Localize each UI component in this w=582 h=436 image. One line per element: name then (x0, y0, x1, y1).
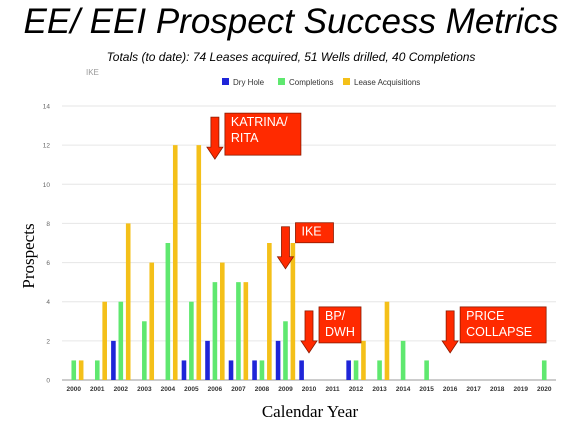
legend-swatch (222, 78, 229, 85)
bar-lease-acquisitions (172, 145, 178, 380)
bar-completions (400, 340, 406, 380)
bar-dry-hole (181, 360, 187, 380)
bar-completions (189, 301, 194, 380)
bar-dry-hole (111, 340, 116, 380)
y-tick-label: 6 (46, 260, 50, 267)
x-tick-label: 2012 (349, 386, 364, 393)
bar-completions (259, 360, 265, 380)
x-tick-label: 2001 (90, 386, 105, 393)
bar-completions (142, 321, 147, 380)
callout-label: KATRINA/ (231, 115, 288, 129)
y-tick-label: 0 (46, 378, 50, 385)
x-tick-label: 2018 (490, 386, 505, 393)
x-tick-label: 2016 (443, 386, 458, 393)
x-tick-label: 2009 (278, 386, 293, 393)
y-tick-label: 8 (46, 221, 50, 228)
bar-completions (165, 243, 171, 380)
bar-lease-acquisitions (384, 301, 390, 380)
x-tick-label: 2008 (255, 386, 270, 393)
x-tick-label: 2006 (208, 386, 223, 393)
bar-completions (541, 360, 547, 380)
x-tick-label: 2015 (419, 386, 434, 393)
bar-completions (424, 360, 429, 380)
callout: PRICE COLLAPSE (441, 306, 547, 354)
bar-lease-acquisitions (102, 301, 107, 380)
y-tick-label: 12 (43, 143, 51, 150)
bar-dry-hole (346, 360, 351, 380)
x-tick-label: 2000 (67, 386, 82, 393)
down-arrow (206, 116, 224, 160)
callout-label: IKE (301, 225, 321, 239)
bar-dry-hole (252, 360, 257, 380)
annotations: KATRINA/RITA IKE BP/DWH PRICE COLLAPSE (206, 112, 547, 354)
legend-label: Completions (289, 78, 333, 87)
down-arrow (276, 226, 295, 270)
y-tick-label: 4 (46, 299, 50, 306)
x-axis-label: Calendar Year (261, 402, 359, 421)
x-tick-label: 2019 (513, 386, 528, 393)
callout: IKE (276, 222, 334, 270)
tick-labels: 0 2 4 6 8 10 12 14 2000 2001 2002 2003 2004 2005 2006 2… (43, 104, 552, 394)
x-tick-label: 2017 (466, 386, 481, 393)
legend-label: Lease Acquisitions (354, 78, 420, 87)
callout-label: BP/ (325, 309, 346, 323)
callout-box (224, 112, 302, 156)
bar-dry-hole (205, 340, 210, 380)
bar-lease-acquisitions (220, 262, 225, 380)
x-tick-label: 2003 (137, 386, 152, 393)
x-tick-label: 2010 (302, 386, 317, 393)
bar-completions (118, 301, 124, 380)
bar-dry-hole (275, 340, 281, 380)
callout: BP/DWH (300, 306, 362, 354)
legend-label: Dry Hole (233, 78, 265, 87)
callout-box (459, 306, 547, 344)
bar-lease-acquisitions (78, 360, 84, 380)
x-tick-label: 2005 (184, 386, 199, 393)
bar-lease-acquisitions (125, 223, 131, 380)
bar-completions (377, 360, 382, 380)
x-tick-label: 2020 (537, 386, 552, 393)
bar-lease-acquisitions (149, 262, 155, 380)
bar-lease-acquisitions (290, 243, 296, 380)
bars (71, 145, 547, 380)
x-tick-label: 2013 (372, 386, 387, 393)
y-tick-label: 14 (43, 104, 51, 111)
x-tick-label: 2007 (231, 386, 246, 393)
bar-lease-acquisitions (361, 340, 366, 380)
callout-label: PRICE (466, 309, 504, 323)
callout-box (295, 222, 334, 244)
legend-swatch (278, 78, 285, 85)
bar-lease-acquisitions (243, 282, 249, 380)
bar-completions (283, 321, 288, 380)
chart-title: EE/ EEI Prospect Success Metrics (23, 2, 559, 41)
legend-swatch (343, 78, 350, 85)
x-tick-label: 2004 (161, 386, 176, 393)
bar-lease-acquisitions (267, 243, 272, 380)
x-tick-label: 2011 (325, 386, 339, 393)
callout-label: RITA (231, 131, 259, 145)
x-tick-label: 2014 (396, 386, 411, 393)
bar-dry-hole (228, 360, 234, 380)
down-arrow (300, 310, 318, 354)
x-tick-label: 2002 (114, 386, 129, 393)
bar-dry-hole (299, 360, 304, 380)
callout-box (318, 306, 362, 344)
bar-completions (212, 282, 218, 380)
bar-completions (94, 360, 100, 380)
y-tick-label: 10 (43, 182, 51, 189)
legend: Dry Hole Completions Lease Acquisitions (222, 78, 420, 87)
chart-subtitle: Totals (to date): 74 Leases acquired, 51… (106, 50, 476, 64)
bar-completions (353, 360, 359, 380)
bar-completions (71, 360, 77, 380)
down-arrow (441, 310, 459, 354)
bar-lease-acquisitions (196, 145, 202, 380)
corner-label: IKE (86, 68, 99, 77)
bar-completions (236, 282, 241, 380)
callout-label: COLLAPSE (466, 325, 532, 339)
y-tick-label: 2 (46, 338, 50, 345)
callout: KATRINA/RITA (206, 112, 302, 160)
callout-label: DWH (325, 325, 355, 339)
